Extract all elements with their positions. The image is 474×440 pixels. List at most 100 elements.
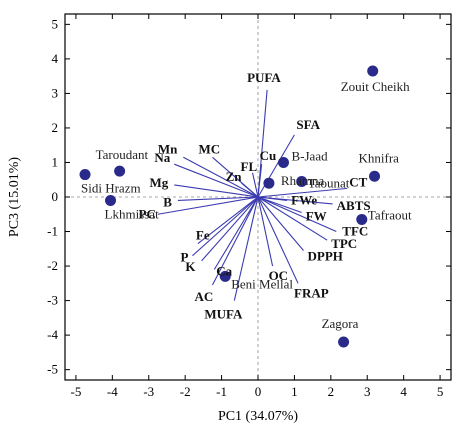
variable-label: P (180, 250, 188, 265)
loading-vector (257, 196, 333, 205)
loading-vector (257, 196, 302, 214)
variable-label: Na (154, 150, 170, 165)
variable-label: DPPH (308, 249, 343, 264)
loading-vector (157, 196, 259, 215)
variable-label: FRAP (294, 285, 329, 300)
site-label: Rhamna (281, 173, 325, 188)
score-point (338, 336, 350, 348)
score-point (356, 213, 368, 225)
variable-label: PC (139, 206, 156, 221)
loading-vector (213, 196, 259, 270)
variable-label: CT (349, 174, 367, 189)
x-tick-label: 2 (328, 384, 335, 399)
loading-vector (257, 187, 348, 198)
y-axis-title: PC3 (15.01%) (7, 157, 22, 237)
x-tick-label: -2 (180, 384, 191, 399)
y-tick-label: -1 (47, 224, 58, 239)
y-tick-label: -2 (47, 258, 58, 273)
y-tick-label: 0 (52, 189, 59, 204)
loading-vector (197, 196, 259, 245)
x-axis-title: PC1 (34.07%) (218, 409, 298, 424)
x-tick-label: 1 (291, 384, 298, 399)
loading-vector (177, 196, 259, 202)
loading-vector (252, 172, 259, 198)
site-label: Zouit Cheikh (341, 79, 410, 94)
variable-label: PUFA (247, 70, 281, 85)
loading-vector (257, 196, 337, 233)
score-point (369, 170, 381, 182)
variable-label: ABTS (337, 198, 371, 213)
x-tick-label: -3 (143, 384, 154, 399)
variable-label: Ca (216, 264, 232, 279)
x-tick-label: 4 (400, 384, 407, 399)
loading-vector (183, 156, 259, 198)
loading-vectors (157, 89, 348, 301)
loading-vector (257, 196, 328, 241)
variable-label: MUFA (204, 307, 243, 322)
variable-label: MC (198, 141, 220, 156)
site-label: Zagora (322, 316, 359, 331)
variable-label: FWe (291, 192, 317, 207)
score-point (114, 165, 126, 177)
y-tick-label: 5 (52, 16, 59, 31)
site-label: Sidi Hrazm (81, 181, 141, 196)
site-label: B-Jaad (291, 148, 328, 163)
loading-vector (257, 134, 295, 198)
x-tick-label: 5 (437, 384, 444, 399)
variable-label: Zn (226, 169, 243, 184)
variable-label: FL (241, 159, 258, 174)
x-tick-label: 3 (364, 384, 371, 399)
loading-vector (174, 163, 259, 198)
loading-vector (257, 164, 263, 198)
variable-label: SFA (296, 117, 320, 132)
score-point (296, 175, 308, 187)
loading-vector (201, 196, 259, 262)
y-tick-label: -4 (47, 327, 58, 342)
x-tick-label: -1 (216, 384, 227, 399)
loading-vector (192, 196, 259, 257)
loading-vector (174, 184, 259, 198)
variable-label: Fe (196, 228, 210, 243)
y-tick-label: -3 (47, 293, 58, 308)
site-label: Khnifra (359, 150, 400, 165)
y-tick-label: -5 (47, 362, 58, 377)
x-tick-label: -5 (71, 384, 82, 399)
x-tick-label: -4 (107, 384, 118, 399)
loading-vector (257, 196, 274, 267)
variable-label: TFC (342, 224, 368, 239)
x-tick-label: 0 (255, 384, 262, 399)
score-point (219, 270, 231, 282)
variable-label: Mn (158, 141, 178, 156)
y-tick-label: 3 (52, 85, 59, 100)
site-label: Beni Mellal (231, 276, 293, 291)
variable-label: Mg (149, 175, 168, 190)
variable-label: B (163, 194, 172, 209)
site-label: Taounat (308, 175, 350, 190)
loading-vector (211, 196, 259, 286)
y-tick-label: 1 (52, 154, 59, 169)
variable-label: AC (194, 289, 213, 304)
loading-vector (257, 196, 299, 284)
variable-label: OC (269, 268, 289, 283)
score-points (79, 65, 381, 348)
loading-vector (233, 196, 259, 301)
variable-label: FW (306, 209, 327, 224)
loading-vector (241, 182, 259, 198)
y-tick-label: 4 (52, 51, 59, 66)
variable-label: Cu (260, 148, 277, 163)
score-point (79, 169, 91, 181)
score-point (277, 156, 289, 168)
score-point (263, 177, 275, 189)
variable-label: K (185, 259, 196, 274)
site-label: Taroudant (96, 147, 149, 162)
score-point (105, 194, 117, 206)
site-label: Tafraout (368, 207, 412, 222)
axes: -5 -4 -3 -2 -1 0 1 2 3 4 5 -5 -4 -3 -2 -1 0 1 2 3 4 5 (47, 13, 452, 399)
loading-vector (257, 196, 304, 251)
score-point (367, 65, 379, 77)
variable-label: TPC (331, 236, 357, 251)
y-tick-label: 2 (52, 120, 59, 135)
site-label: Lkhmissat (105, 206, 160, 221)
